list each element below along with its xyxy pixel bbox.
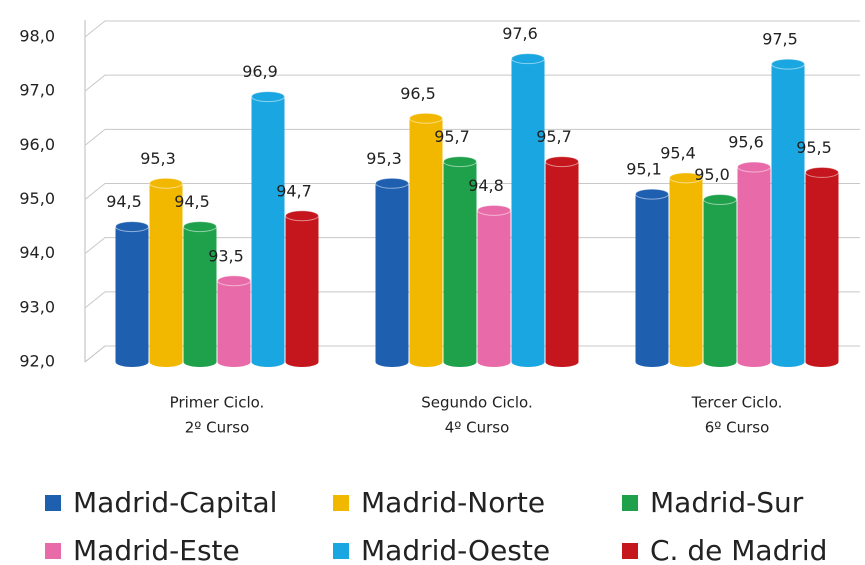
value-label: 96,5 (400, 84, 436, 103)
bar-shade (703, 199, 737, 362)
legend-swatch-shade (333, 495, 349, 511)
value-label: 95,0 (694, 165, 730, 184)
value-label: 95,5 (796, 138, 832, 157)
bar-shade (115, 226, 149, 362)
grid-line (84, 74, 860, 92)
legend-label: Madrid-Capital (73, 486, 277, 519)
x-tick-label: 4º Curso (445, 419, 510, 437)
bar-top (511, 53, 545, 65)
value-label: 95,4 (660, 143, 696, 162)
bar-shade (737, 167, 771, 362)
bar-top (115, 221, 149, 233)
value-label: 95,7 (434, 127, 470, 146)
value-label: 93,5 (208, 246, 244, 265)
legend-label: Madrid-Este (73, 534, 240, 565)
legend-label: Madrid-Norte (361, 486, 545, 519)
legend-swatch-shade (622, 495, 638, 511)
bar-shade (771, 64, 805, 362)
legend-label: Madrid-Sur (650, 486, 804, 519)
legend-label: C. de Madrid (650, 534, 827, 565)
bar-top (285, 210, 319, 222)
bar-shade (477, 210, 511, 362)
bar-top (805, 166, 839, 178)
legend-swatch-shade (622, 543, 638, 559)
y-tick-label: 98,0 (19, 27, 55, 46)
bar-shade (375, 183, 409, 362)
bar-shade (285, 215, 319, 362)
value-label: 95,3 (140, 149, 176, 168)
grid-line (84, 20, 860, 38)
grid-line (84, 128, 860, 146)
grid-line (84, 291, 860, 309)
bar-top (409, 112, 443, 124)
bar-top (737, 161, 771, 173)
bar-top (443, 156, 477, 168)
bar-top (217, 275, 251, 287)
bar-shade (669, 177, 703, 362)
y-tick-label: 95,0 (19, 189, 55, 208)
value-label: 97,5 (762, 30, 798, 49)
grid-line (84, 183, 860, 200)
bar-shade (409, 118, 443, 362)
bar-top (703, 194, 737, 205)
x-tick-label: 2º Curso (185, 419, 250, 437)
bar-shade (545, 161, 579, 362)
legend-swatch-shade (45, 495, 61, 511)
x-tick-label: Segundo Ciclo. (421, 394, 533, 412)
value-label: 94,8 (468, 176, 504, 195)
x-tick-label: Tercer Ciclo. (691, 394, 783, 412)
bar-top (183, 221, 217, 233)
value-label: 95,7 (536, 127, 572, 146)
value-label: 96,9 (242, 62, 278, 81)
bar-shade (805, 172, 839, 362)
y-tick-label: 97,0 (19, 81, 55, 100)
bar-shade (443, 161, 477, 362)
bar-top (635, 188, 669, 200)
legend-label: Madrid-Oeste (361, 534, 550, 565)
y-tick-label: 96,0 (19, 135, 55, 154)
bar-shade (149, 183, 183, 362)
bar-top (477, 204, 511, 216)
legend-swatch-shade (333, 543, 349, 559)
x-tick-label: Primer Ciclo. (170, 394, 265, 412)
value-label: 94,5 (106, 192, 142, 211)
bar-top (669, 172, 703, 184)
y-tick-label: 93,0 (19, 297, 55, 316)
value-label: 95,6 (728, 133, 764, 152)
value-label: 95,1 (626, 160, 662, 179)
bar-shade (511, 58, 545, 363)
bar-shade (217, 280, 251, 362)
bar-top (545, 156, 579, 168)
x-tick-label: 6º Curso (705, 419, 770, 437)
bar-top (771, 58, 805, 70)
legend-swatch-shade (45, 543, 61, 559)
value-label: 94,7 (276, 181, 312, 200)
bar-shade (635, 194, 669, 362)
value-label: 95,3 (366, 149, 402, 168)
value-label: 94,5 (174, 192, 210, 211)
bar-top (251, 91, 285, 103)
value-label: 97,6 (502, 24, 538, 43)
bar-shade (183, 226, 217, 362)
y-tick-label: 92,0 (19, 352, 55, 371)
y-tick-label: 94,0 (19, 243, 55, 262)
grid-line (84, 237, 860, 255)
grid-line (84, 345, 860, 363)
bar-top (149, 177, 183, 189)
bar-top (375, 177, 409, 189)
bar-shade (251, 96, 285, 362)
